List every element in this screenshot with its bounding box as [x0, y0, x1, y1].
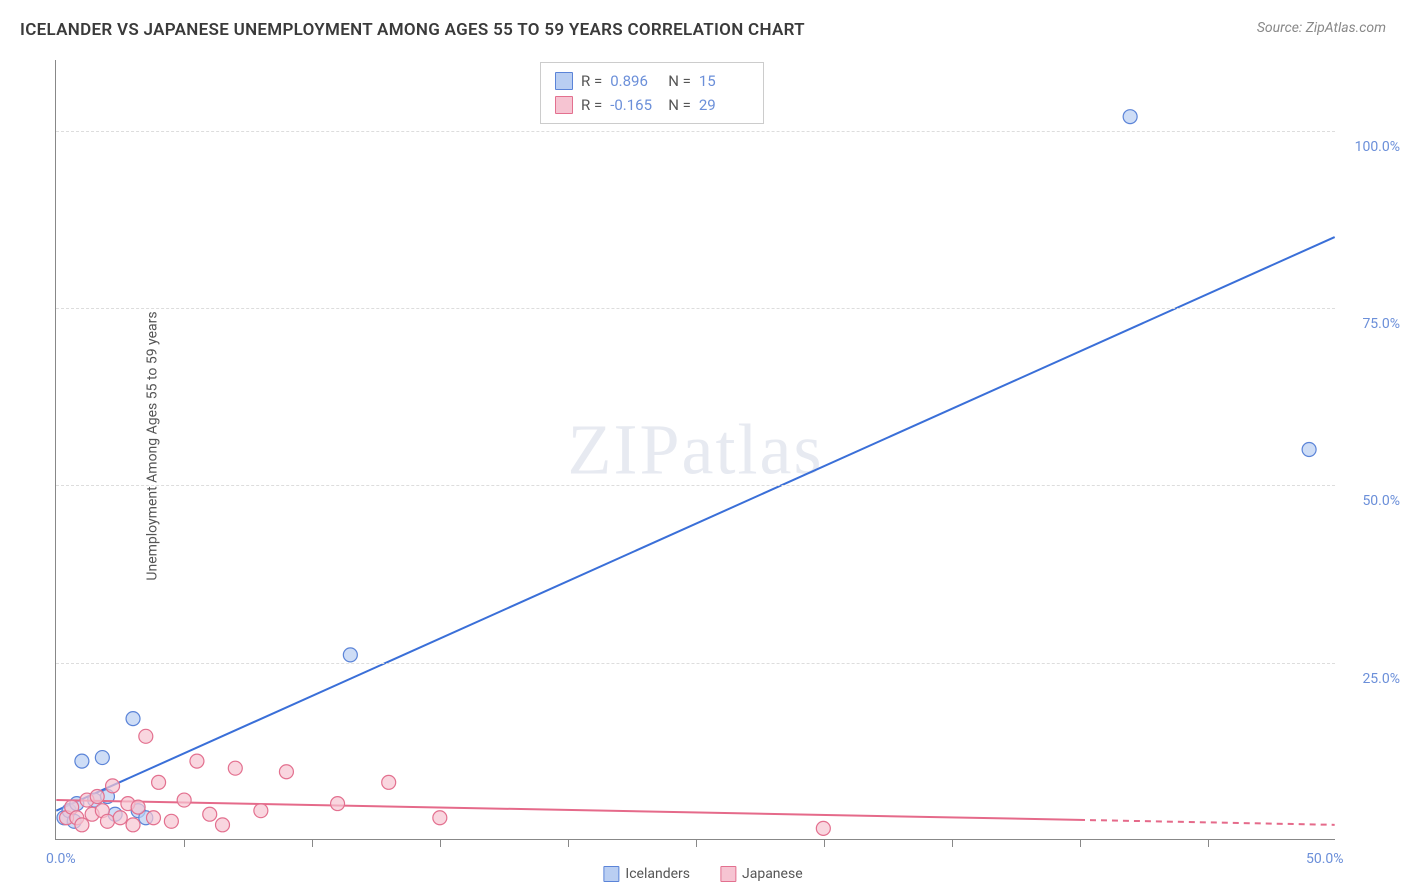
x-tick	[824, 839, 825, 847]
y-tick-label: 100.0%	[1355, 139, 1400, 155]
swatch-icelanders	[555, 72, 573, 90]
x-tick-label: 50.0%	[1306, 851, 1344, 867]
y-tick-label: 75.0%	[1362, 316, 1400, 332]
legend-item-icelanders: Icelanders	[603, 866, 690, 882]
n-value-icelanders: 15	[699, 69, 749, 93]
swatch-japanese	[555, 96, 573, 114]
source-attribution: Source: ZipAtlas.com	[1257, 20, 1386, 36]
swatch-japanese-legend	[720, 866, 736, 882]
x-tick	[1208, 839, 1209, 847]
legend-item-japanese: Japanese	[720, 866, 803, 882]
x-tick	[952, 839, 953, 847]
gridline	[56, 485, 1335, 486]
stats-legend-box: R = 0.896 N = 15 R = -0.165 N = 29	[540, 62, 764, 124]
plot-svg	[56, 60, 1335, 839]
x-tick	[696, 839, 697, 847]
gridline	[56, 663, 1335, 664]
stats-row-japanese: R = -0.165 N = 29	[555, 93, 749, 117]
n-value-japanese: 29	[699, 93, 749, 117]
r-value-japanese: -0.165	[610, 93, 660, 117]
plot-area: ZIPatlas 25.0%50.0%75.0%100.0%0.0%50.0%	[55, 60, 1335, 840]
x-tick	[1080, 839, 1081, 847]
x-tick	[440, 839, 441, 847]
x-tick	[568, 839, 569, 847]
chart-title: ICELANDER VS JAPANESE UNEMPLOYMENT AMONG…	[20, 20, 805, 40]
gridline	[56, 308, 1335, 309]
y-tick-label: 50.0%	[1362, 493, 1400, 509]
legend-bottom: Icelanders Japanese	[603, 866, 802, 882]
r-value-icelanders: 0.896	[610, 69, 660, 93]
x-tick-label: 0.0%	[46, 851, 76, 867]
y-tick-label: 25.0%	[1362, 671, 1400, 687]
x-tick	[184, 839, 185, 847]
swatch-icelanders-legend	[603, 866, 619, 882]
gridline	[56, 131, 1335, 132]
correlation-chart: ICELANDER VS JAPANESE UNEMPLOYMENT AMONG…	[0, 0, 1406, 892]
x-tick	[312, 839, 313, 847]
stats-row-icelanders: R = 0.896 N = 15	[555, 69, 749, 93]
